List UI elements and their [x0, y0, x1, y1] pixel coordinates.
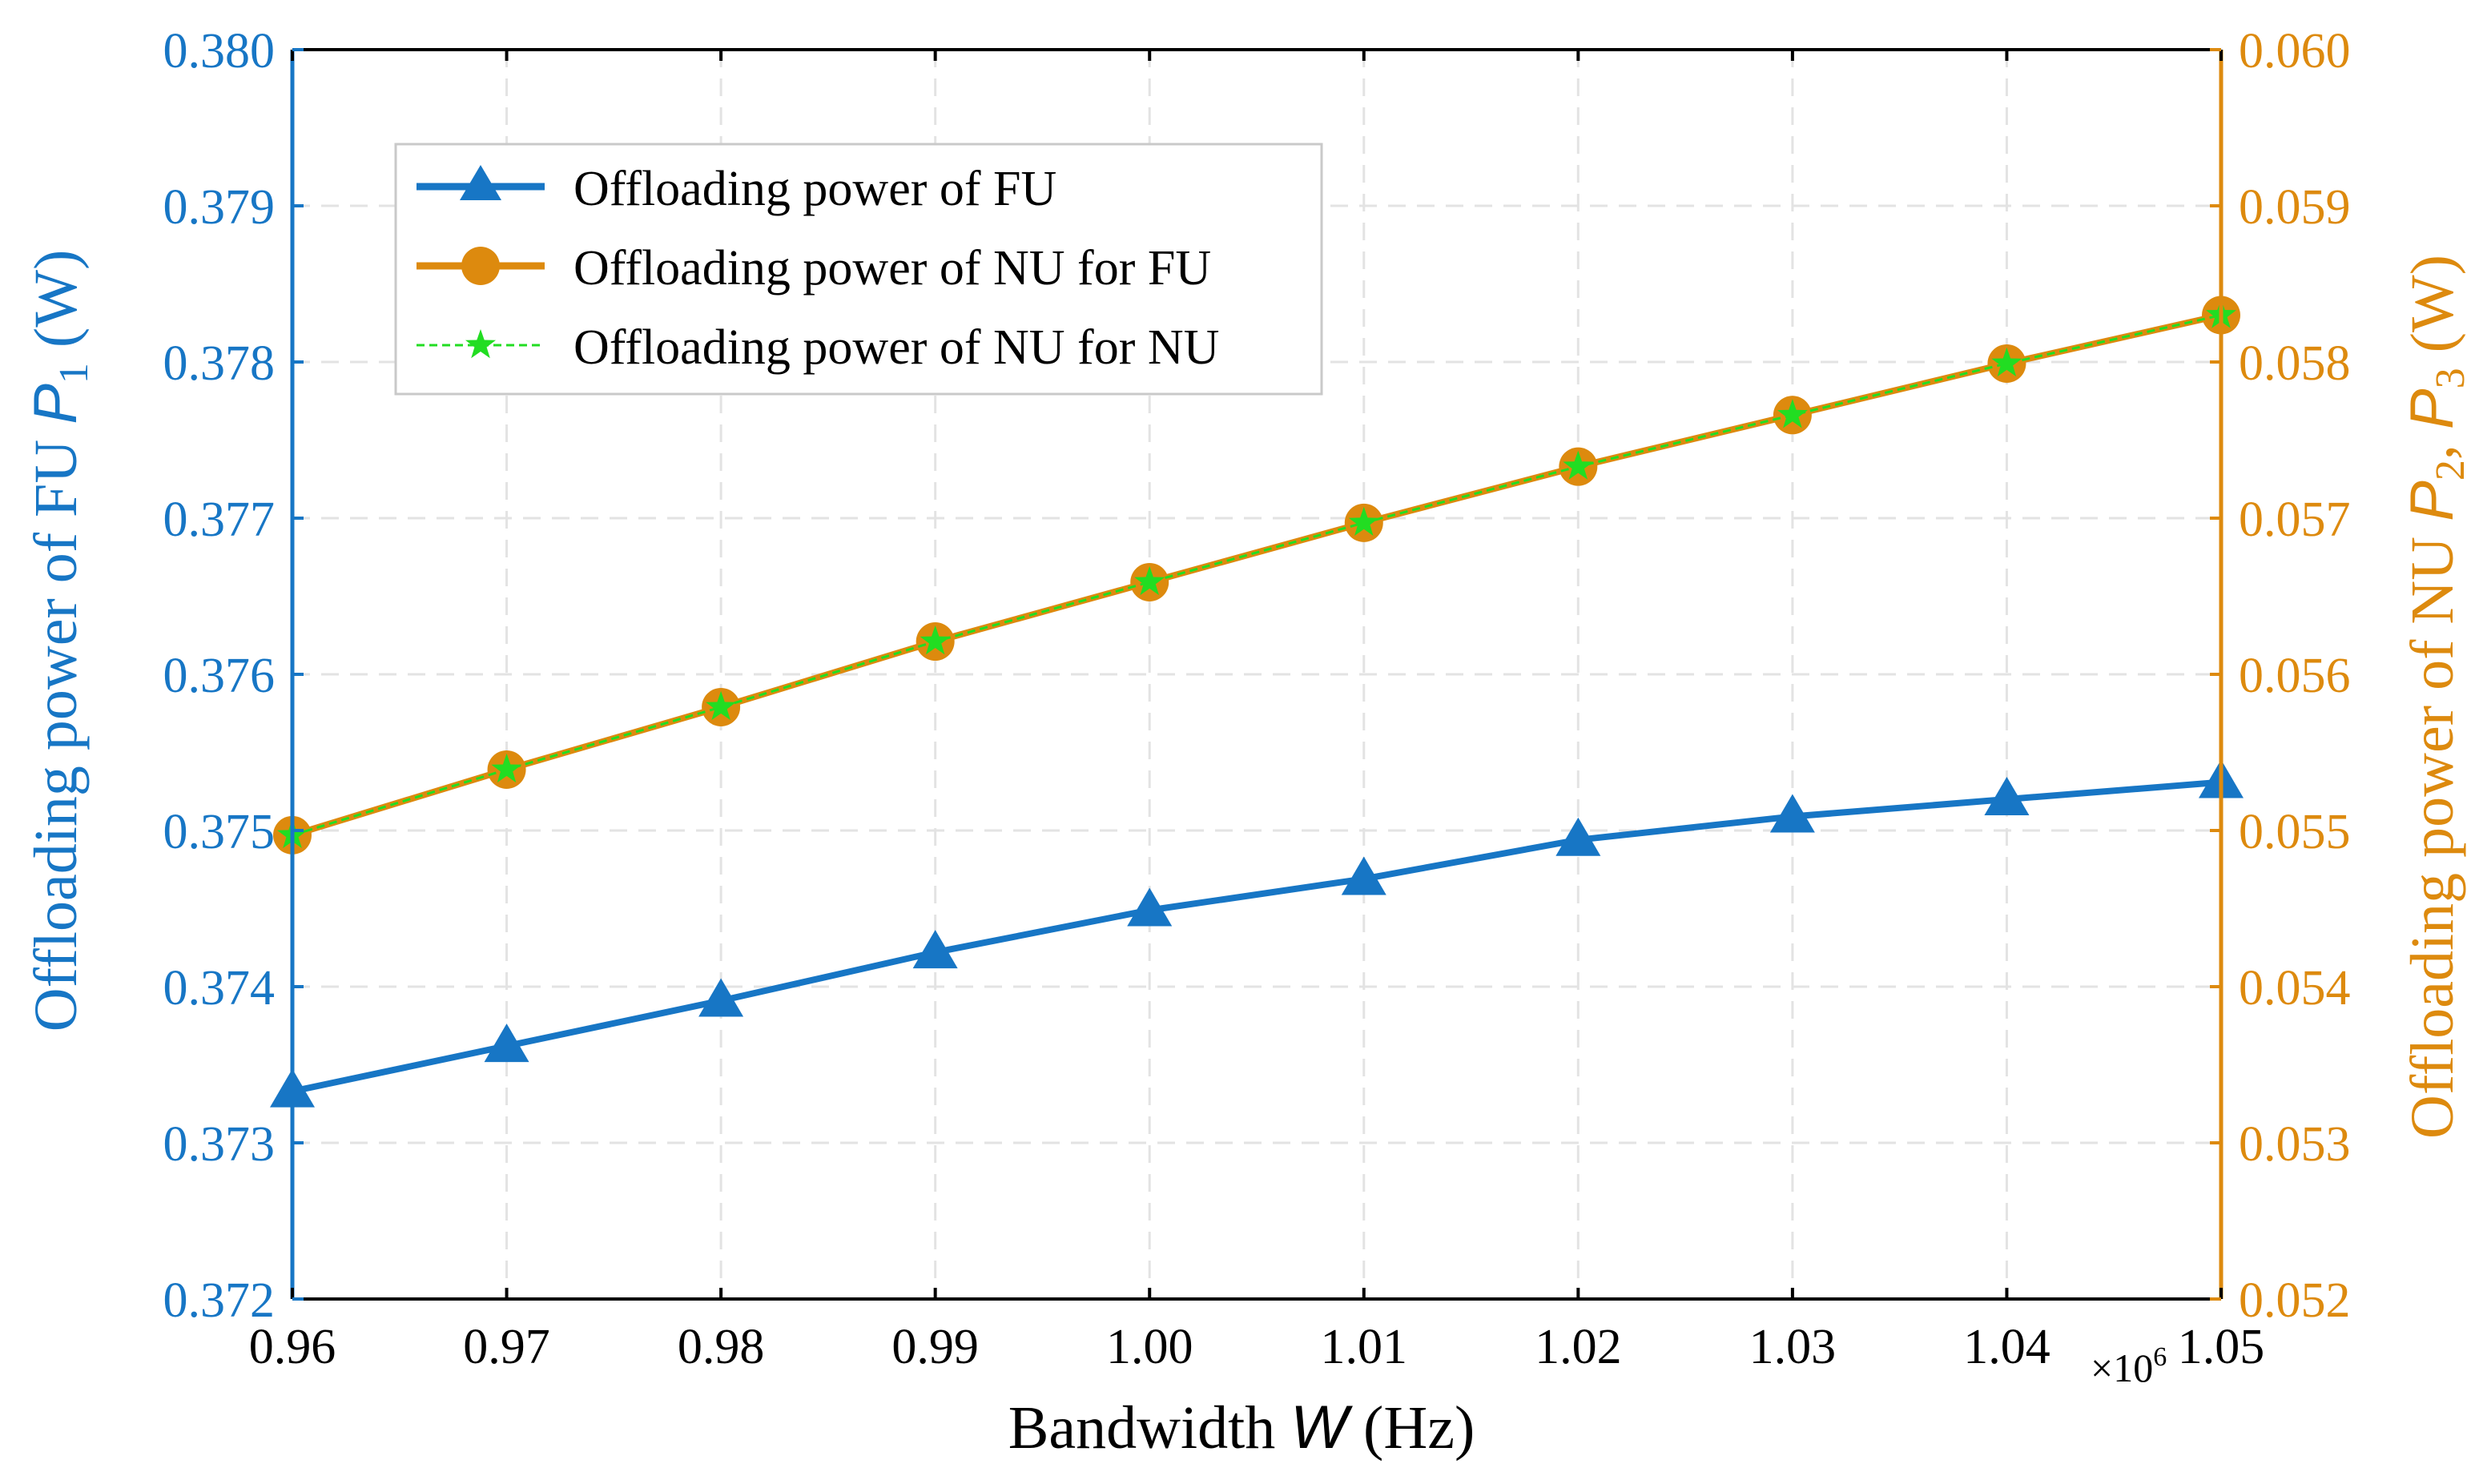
series-line-2 [292, 314, 2222, 837]
data-point-fu [1769, 794, 1815, 833]
legend: Offloading power of FU Offloading power … [394, 143, 1323, 396]
y-left-tick-label: 0.373 [163, 1117, 276, 1172]
data-point-nu-for-nu [1563, 450, 1594, 480]
y-left-tick-label: 0.377 [163, 493, 276, 547]
y-right-tick-label: 0.053 [2239, 1117, 2351, 1172]
tick-labels: 0.96 0.97 0.98 0.99 1.00 1.01 1.02 1.03 1.04 1.05… [163, 24, 2351, 1374]
y-left-axis-label: Offloading power of FU P1 (W) [22, 250, 97, 1032]
legend-label-fu: Offloading power of FU [573, 162, 1056, 216]
x-tick-label: 1.03 [1749, 1320, 1837, 1374]
x-axis-label: Bandwidth W (Hz) [1008, 1394, 1475, 1462]
legend-label-nu-for-nu: Offloading power of NU for NU [573, 320, 1219, 375]
y-left-tick-label: 0.380 [163, 24, 276, 78]
data-point-nu-for-nu [1991, 347, 2022, 377]
legend-entry-nu-for-fu: Offloading power of NU for FU [417, 241, 1211, 296]
data-point-nu-for-nu [920, 625, 951, 655]
y-right-tick-label: 0.059 [2239, 180, 2351, 235]
y-left-tick-label: 0.372 [163, 1273, 276, 1328]
legend-entry-fu: Offloading power of FU [417, 162, 1056, 216]
y-left-tick-label: 0.378 [163, 336, 276, 391]
legend-circle-icon [461, 247, 500, 285]
data-point-nu-for-nu [706, 690, 737, 721]
legend-star-icon [465, 329, 496, 359]
axes [290, 48, 2223, 1301]
y-left-tick-label: 0.374 [163, 961, 276, 1015]
x-tick-label: 1.05 [2178, 1320, 2265, 1374]
y-right-tick-label: 0.054 [2239, 961, 2351, 1015]
x-tick-label: 1.01 [1321, 1320, 1408, 1374]
x-tick-label: 1.00 [1106, 1320, 1193, 1374]
y-right-tick-label: 0.060 [2239, 24, 2351, 78]
x-tick-label: 0.97 [463, 1320, 550, 1374]
data-point-fu [698, 978, 744, 1017]
data-point-fu [1127, 887, 1173, 927]
legend-triangle-icon [460, 165, 501, 200]
y-right-tick-label: 0.057 [2239, 493, 2351, 547]
x-tick-label: 0.99 [891, 1320, 979, 1374]
x-multiplier: ×106 [2091, 1342, 2167, 1390]
data-point-fu [484, 1024, 529, 1063]
x-tick-label: 1.04 [1963, 1320, 2050, 1374]
y-left-tick-label: 0.376 [163, 649, 276, 703]
y-left-tick-label: 0.379 [163, 180, 276, 235]
data-point-fu [1341, 856, 1386, 895]
data-point-fu [1984, 777, 2030, 815]
x-tick-label: 0.96 [249, 1320, 336, 1374]
data-point-fu [912, 930, 958, 969]
data-point-nu-for-nu [1348, 506, 1379, 536]
y-right-tick-label: 0.052 [2239, 1273, 2351, 1328]
data-point-nu-for-nu [491, 753, 522, 783]
x-tick-label: 1.02 [1535, 1320, 1622, 1374]
data-point-nu-for-nu [1777, 399, 1808, 428]
legend-box [394, 143, 1323, 396]
y-right-tick-label: 0.058 [2239, 336, 2351, 391]
y-right-tick-label: 0.056 [2239, 649, 2351, 703]
data-point-nu-for-nu [1134, 565, 1165, 596]
data-point-fu [1555, 817, 1601, 856]
y-right-tick-label: 0.055 [2239, 805, 2351, 859]
x-tick-label: 0.98 [678, 1320, 765, 1374]
y-left-tick-label: 0.375 [163, 805, 276, 859]
legend-label-nu-for-fu: Offloading power of NU for FU [573, 241, 1211, 296]
legend-entry-nu-for-nu: Offloading power of NU for NU [417, 320, 1219, 375]
series-line-0 [292, 778, 2222, 1095]
y-right-axis-label: Offloading power of NU P2, P3 (W) [2398, 255, 2473, 1139]
x-axis-label-var: W [1290, 1394, 1353, 1462]
